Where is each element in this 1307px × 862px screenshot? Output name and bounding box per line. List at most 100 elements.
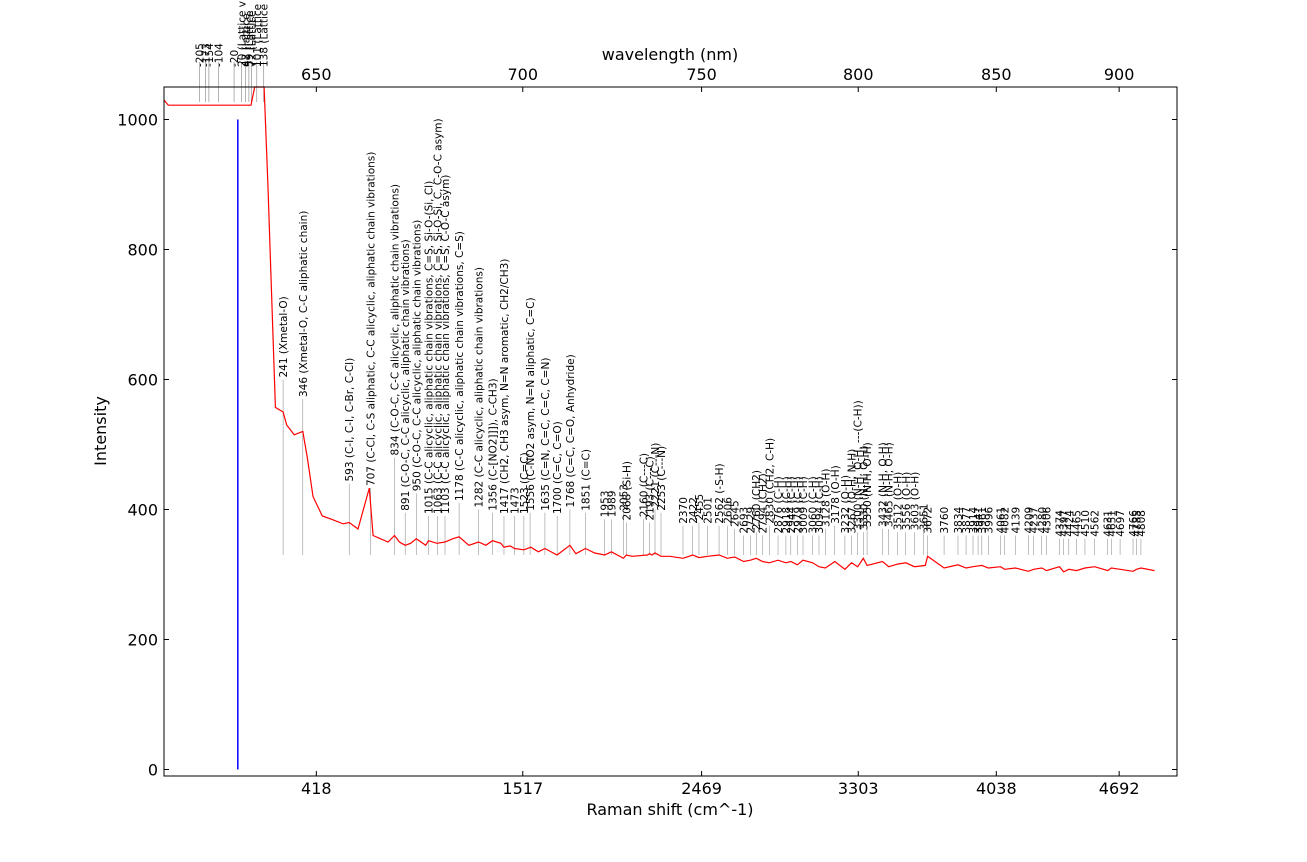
plot-background xyxy=(164,87,1177,776)
annotation-label: 3465 (N-H, O-H) xyxy=(884,442,896,527)
annotation-label: 2501 xyxy=(703,497,715,524)
annotation-label: 3060 (C-H) xyxy=(808,476,820,533)
annotation-label: 2876 (C-H) xyxy=(773,476,785,533)
annotation-label: 2794 (CH2) xyxy=(758,473,770,533)
annotation-label: 1700 (C=C, C=O) xyxy=(552,421,564,514)
annotation-label: 2979 (C-H) xyxy=(792,476,804,533)
spectrum-line xyxy=(163,86,1155,573)
annotation-label: 3760 xyxy=(939,507,951,534)
annotation-label: 3009 (C-H) xyxy=(798,476,810,533)
annotation-label: 3300 (N-H, O-H, ---(C-H)) xyxy=(853,400,865,530)
annotation-label: 4306 xyxy=(1042,506,1054,533)
annotation-label: 1063 (C-C alicyclic, aliphatic chain vib… xyxy=(432,118,444,514)
annotation-label: 707 (C-Cl, C-S aliphatic, C-C alicyclic,… xyxy=(366,152,378,486)
series-layer xyxy=(163,86,1155,770)
annotation-label: -154 xyxy=(204,43,216,67)
annotation-label: 1989 xyxy=(606,491,618,518)
annotation-label: 2830 (CH2, C-H) xyxy=(764,438,776,524)
annotation-label: 3267 (O-H, N-H) xyxy=(846,449,858,534)
annotation-label: 3178 (O-H) xyxy=(830,465,842,524)
annotation-label: -104 xyxy=(213,43,225,67)
annotation-label: 4397 xyxy=(1059,510,1071,537)
annotation-label: 3556 (O-H) xyxy=(901,472,913,531)
annotation-label: 2606 xyxy=(722,497,734,524)
annotation-label: 3877 xyxy=(961,507,973,534)
annotation-label: 593 (C-I, C-I, C-Br, C-Cl) xyxy=(344,358,356,482)
top-tick-label: 750 xyxy=(686,65,717,84)
x-tick-label: 1517 xyxy=(502,779,543,798)
x-tick-label: 4692 xyxy=(1099,779,1140,798)
annotation-label: 2645 xyxy=(730,500,742,527)
top-tick-label: 700 xyxy=(507,65,538,84)
annotation-label: 4082 xyxy=(1000,507,1012,534)
y-tick-label: 1000 xyxy=(117,111,158,130)
annotation-label: 2562 (-S-H) xyxy=(714,463,726,523)
annotation-label: 3941 xyxy=(973,507,985,534)
annotation-label: 1473 xyxy=(510,487,522,514)
annotation-label: 4651 xyxy=(1106,510,1118,537)
x-tick-label: 418 xyxy=(301,779,332,798)
annotation-label: 3961 xyxy=(977,507,989,534)
annotation-label: 4374 xyxy=(1054,510,1066,537)
annotation-label: 3350 (N-H, O-H) xyxy=(862,442,874,527)
annotation-label: 1356 (C-[NO2]]]), C-CH3) xyxy=(488,378,500,510)
x-tick-label: 4038 xyxy=(976,779,1017,798)
annotation-label: 3603 (O-H) xyxy=(910,472,922,531)
y-tick-label: 0 xyxy=(148,761,158,780)
y-axis-label: Intensity xyxy=(91,396,110,466)
annotation-label: 2760 (CH2) xyxy=(751,470,763,530)
annotation-label: 3094 (C-H) xyxy=(814,476,826,533)
annotation-label: 2370 xyxy=(678,497,690,524)
annotation-label: 1178 (C-C alicyclic, aliphatic chain vib… xyxy=(454,231,466,501)
annotation-label: 1417 (CH2, CH3 asym, N=N aromatic, CH2/C… xyxy=(499,259,511,514)
annotation-label: 42 (lattice xyxy=(241,13,253,67)
annotation-label: 950 (C-O-C, C-C alicyclic, aliphatic cha… xyxy=(411,220,423,492)
annotation-label: 138 (Lattice xyxy=(259,4,271,67)
annotation-label: 72 (Lattice xyxy=(246,11,258,67)
annotation-label: 4209 xyxy=(1023,507,1035,534)
annotation-label: 4280 xyxy=(1037,507,1049,534)
annotation-label: 3512 (O-H) xyxy=(892,472,904,531)
annotation-label: 2068 (Si-H) xyxy=(621,461,633,521)
x-axis-label: Raman shift (cm^-1) xyxy=(586,800,753,819)
x-tick-label: 3303 xyxy=(838,779,879,798)
annotation-label: 1635 (C=N, C=C, C=C, C=N) xyxy=(540,358,552,511)
top-tick-label: 850 xyxy=(981,65,1012,84)
top-axis-ticks: 650 700 750 800 850 900 xyxy=(301,65,1134,92)
annotation-label: 1851 (C=C) xyxy=(581,449,593,511)
annotation-label: -20 xyxy=(229,50,241,67)
annotation-label: 4139 xyxy=(1010,507,1022,534)
plot-frame xyxy=(163,86,1178,777)
annotation-label: 3996 xyxy=(983,506,995,533)
annotation-label: 2160 (C---C) xyxy=(639,453,651,517)
annotation-label: 2729 xyxy=(745,507,757,534)
y-tick-label: 200 xyxy=(127,631,158,650)
top-axis-label: wavelength (nm) xyxy=(602,45,739,64)
annotation-label: 834 (C-O-C, C-C alicyclic, aliphatic cha… xyxy=(389,184,401,456)
annotation-label: 2053 xyxy=(618,484,630,511)
annotation-label: 4697 xyxy=(1115,510,1127,537)
annotation-label: 4785 xyxy=(1132,510,1144,537)
top-tick-label: 800 xyxy=(843,65,874,84)
top-tick-label: 900 xyxy=(1104,65,1135,84)
y-tick-label: 600 xyxy=(127,371,158,390)
annotation-label: 2918 (C-H) xyxy=(781,476,793,533)
annotation-label: 4808 xyxy=(1136,510,1148,537)
top-tick-label: 650 xyxy=(301,65,332,84)
annotation-label: 2422 xyxy=(688,497,700,524)
annotation-label: 101 (Lattice xyxy=(252,4,264,67)
annotation-label: 1768 (C=C, C=O, Anhydride) xyxy=(565,354,577,507)
annotation-label: 1953 xyxy=(600,491,612,518)
annotation-label: 3432 (N-H, O-H) xyxy=(877,442,889,527)
x-tick-label: 2469 xyxy=(681,779,722,798)
annotation-label: 4424 xyxy=(1064,510,1076,537)
annotation-label: 59 (Lattice xyxy=(244,11,256,67)
annotation-label: 4510 xyxy=(1080,510,1092,537)
annotation-label: 2253 (C---N) xyxy=(656,446,668,511)
annotation-label: 2455 xyxy=(694,494,706,521)
annotation-label: 2693 xyxy=(739,507,751,534)
annotation-label: 3330 (N-H, O-H) xyxy=(858,446,870,531)
annotation-label: 1523 (C=C) xyxy=(519,452,531,514)
annotation-label: 3232 (O-H) xyxy=(840,475,852,534)
